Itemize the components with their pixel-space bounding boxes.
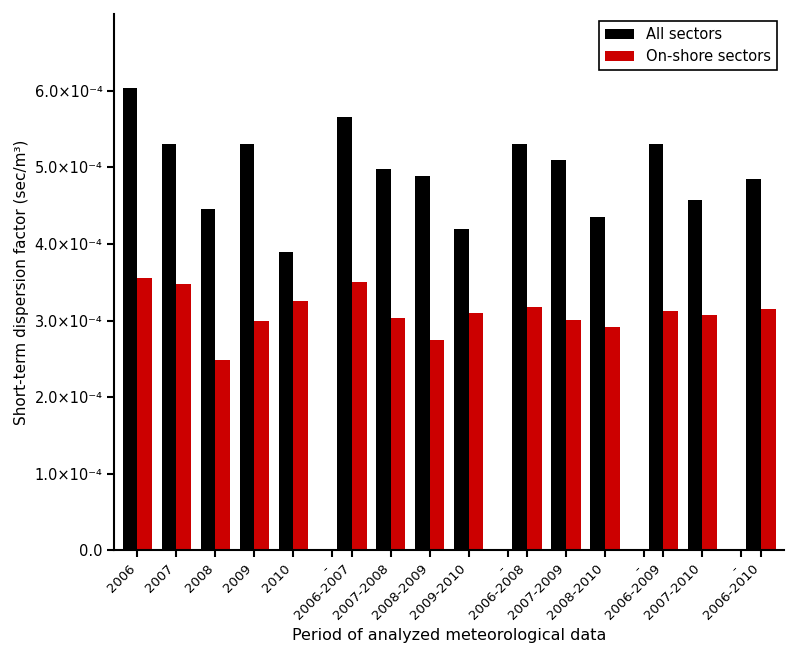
Bar (294, 302, 308, 551)
Bar (352, 282, 366, 551)
Bar (176, 284, 192, 551)
Bar (605, 327, 620, 551)
Bar (688, 200, 702, 551)
Bar (702, 315, 717, 551)
Bar (527, 307, 542, 551)
Bar (649, 144, 663, 551)
Bar (376, 170, 391, 551)
Bar (337, 118, 352, 551)
Bar (239, 144, 255, 551)
Bar (566, 320, 581, 551)
Bar (512, 144, 527, 551)
Bar (663, 311, 678, 551)
Bar (123, 88, 137, 551)
Bar (454, 229, 468, 551)
Bar (255, 321, 269, 551)
Bar (391, 318, 405, 551)
Y-axis label: Short-term dispersion factor (sec/m³): Short-term dispersion factor (sec/m³) (14, 139, 29, 425)
Bar (551, 160, 566, 551)
Bar (591, 217, 605, 551)
Legend: All sectors, On-shore sectors: All sectors, On-shore sectors (599, 21, 776, 70)
Bar (468, 313, 484, 551)
Bar (215, 361, 230, 551)
Bar (760, 309, 776, 551)
Bar (162, 144, 176, 551)
Bar (746, 179, 760, 551)
Bar (137, 279, 152, 551)
Bar (200, 210, 215, 551)
Bar (429, 340, 444, 551)
Bar (415, 175, 429, 551)
X-axis label: Period of analyzed meteorological data: Period of analyzed meteorological data (292, 628, 606, 643)
Bar (279, 252, 294, 551)
